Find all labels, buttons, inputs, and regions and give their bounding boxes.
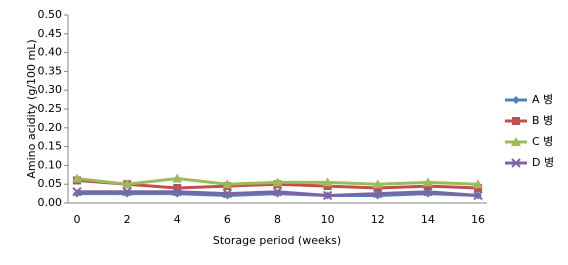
marker <box>172 173 183 183</box>
marker <box>322 190 333 201</box>
y-tick-label: 0.50 <box>38 8 63 21</box>
marker <box>272 177 283 187</box>
marker <box>511 137 521 146</box>
marker <box>511 158 521 168</box>
y-tick-label: 0.40 <box>38 46 63 59</box>
x-tick-label: 6 <box>224 213 231 226</box>
legend-label: A 병 <box>532 93 553 106</box>
marker <box>423 187 433 197</box>
y-tick-label: 0.25 <box>38 102 63 115</box>
marker <box>173 183 182 192</box>
marker <box>122 179 133 189</box>
x-tick-label: 16 <box>471 213 485 226</box>
marker <box>372 179 383 189</box>
x-axis-label: Storage period (weeks) <box>213 234 341 247</box>
marker <box>473 179 483 189</box>
marker <box>373 188 383 199</box>
x-tick-label: 8 <box>274 213 281 226</box>
x-tick-label: 14 <box>421 213 435 226</box>
y-tick-label: 0.10 <box>38 158 63 171</box>
marker <box>473 190 483 201</box>
y-axis-label: Amino acidity (g/100 mL) <box>25 39 38 178</box>
marker <box>322 177 333 187</box>
y-tick-label: 0.45 <box>38 27 63 40</box>
x-tick-label: 2 <box>124 213 131 226</box>
marker <box>222 188 233 199</box>
x-tick-label: 10 <box>321 213 335 226</box>
y-tick-label: 0.35 <box>38 64 63 77</box>
marker <box>122 187 132 197</box>
marker <box>222 179 233 189</box>
x-tick-label: 0 <box>74 213 81 226</box>
marker <box>272 187 283 197</box>
marker <box>72 173 82 183</box>
y-tick-label: 0.15 <box>38 140 63 153</box>
y-tick-label: 0.20 <box>38 121 63 134</box>
marker <box>512 117 520 125</box>
legend-label: C 병 <box>532 135 553 148</box>
marker <box>422 177 433 187</box>
x-tick-label: 12 <box>371 213 385 226</box>
y-tick-label: 0.00 <box>38 196 63 209</box>
marker <box>72 187 82 197</box>
x-tick-label: 4 <box>174 213 181 226</box>
legend-label: B 병 <box>532 114 553 127</box>
legend-label: D 병 <box>532 156 554 169</box>
marker <box>512 96 520 104</box>
y-tick-label: 0.30 <box>38 83 63 96</box>
y-tick-label: 0.05 <box>38 177 63 190</box>
marker <box>172 187 182 197</box>
